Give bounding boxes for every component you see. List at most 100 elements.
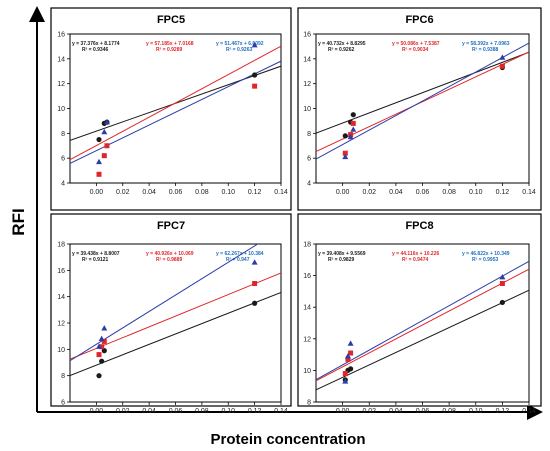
plot-area bbox=[69, 243, 282, 403]
chart-panel-fpc8: FPC8 0.00 0.02 0.04 0.06 0.08 0.10 0.12 0.14 8 10 1… bbox=[297, 213, 542, 415]
x-tick-label: 0.04 bbox=[389, 408, 403, 415]
data-point-square bbox=[252, 281, 258, 286]
y-tick-label: 6 bbox=[61, 400, 65, 407]
data-point-triangle bbox=[96, 158, 103, 165]
data-point-square bbox=[342, 371, 348, 377]
data-point-square bbox=[101, 338, 107, 344]
x-tick-label: 0.06 bbox=[416, 189, 430, 196]
x-tick-label: 0.14 bbox=[522, 408, 536, 415]
data-point-circle bbox=[342, 133, 348, 139]
chart-panel-fpc6: FPC6 0.00 0.02 0.04 0.06 0.08 0.10 0.12 0.14 4 6 8 1… bbox=[297, 7, 542, 211]
y-tick-label: 8 bbox=[307, 400, 311, 407]
data-point-triangle bbox=[347, 133, 354, 140]
y-tick-label: 8 bbox=[61, 373, 65, 380]
series-equation: y = 50.086x + 7.5387 bbox=[392, 41, 440, 47]
x-tick-label: 0.12 bbox=[496, 408, 510, 415]
series-equation: y = 44.116x + 10.226 bbox=[392, 251, 439, 257]
y-tick-label: 10 bbox=[57, 347, 65, 354]
x-tick-label: 0.00 bbox=[90, 408, 104, 415]
y-tick-label: 12 bbox=[303, 336, 311, 343]
series-r2: R² = 0.9121 bbox=[82, 257, 108, 263]
y-tick-label: 16 bbox=[303, 32, 311, 39]
y-tick-label: 16 bbox=[57, 32, 65, 39]
x-tick-label: 0.00 bbox=[90, 189, 104, 196]
plot-area bbox=[315, 33, 530, 184]
series-r2: R² = 0.9263 bbox=[226, 47, 252, 53]
trendline-blue bbox=[70, 244, 259, 362]
x-tick-label: 0.12 bbox=[248, 408, 262, 415]
series-equation: y = 37.376x + 8.1774 bbox=[72, 41, 120, 47]
data-point-square bbox=[499, 63, 505, 69]
data-point-square bbox=[96, 171, 102, 177]
x-tick-label: 0.14 bbox=[274, 189, 288, 196]
x-tick-label: 0.00 bbox=[336, 408, 350, 415]
y-tick-label: 14 bbox=[303, 56, 311, 63]
series-equation: y = 39.408x + 9.5569 bbox=[318, 251, 366, 257]
x-tick-label: 0.08 bbox=[442, 408, 456, 415]
series-r2: R² = 0.9346 bbox=[82, 47, 108, 53]
x-tick-label: 0.06 bbox=[169, 408, 183, 415]
data-point-square bbox=[99, 344, 105, 350]
y-tick-label: 8 bbox=[61, 131, 65, 138]
trendline-black bbox=[316, 51, 529, 134]
data-point-triangle bbox=[103, 118, 110, 125]
x-tick-label: 0.10 bbox=[469, 189, 483, 196]
data-point-triangle bbox=[101, 128, 108, 135]
panel-title: FPC5 bbox=[157, 14, 185, 26]
trendline-blue bbox=[316, 260, 529, 381]
y-tick-label: 4 bbox=[307, 181, 311, 188]
y-tick-label: 18 bbox=[57, 242, 65, 249]
data-point-triangle bbox=[347, 340, 354, 346]
data-point-square bbox=[348, 350, 354, 356]
x-tick-label: 0.02 bbox=[362, 408, 376, 415]
x-tick-label: 0.12 bbox=[248, 189, 262, 196]
data-point-circle bbox=[252, 72, 258, 78]
data-point-square bbox=[499, 281, 505, 286]
y-tick-label: 10 bbox=[303, 106, 311, 113]
data-point-triangle bbox=[499, 54, 506, 60]
y-tick-label: 18 bbox=[303, 242, 311, 249]
series-r2: R² = 0.9262 bbox=[328, 47, 354, 53]
panel-title: FPC7 bbox=[157, 220, 185, 232]
data-point-circle bbox=[96, 136, 102, 143]
x-tick-label: 0.02 bbox=[116, 189, 130, 196]
series-r2: R² = 0.9388 bbox=[472, 47, 498, 53]
x-tick-label: 0.02 bbox=[116, 408, 130, 415]
y-tick-label: 6 bbox=[307, 156, 311, 163]
trendline-red bbox=[316, 268, 529, 382]
y-tick-label: 6 bbox=[61, 156, 65, 163]
x-tick-label: 0.08 bbox=[442, 189, 456, 196]
x-tick-label: 0.14 bbox=[522, 189, 536, 196]
data-point-circle bbox=[348, 366, 354, 372]
y-tick-label: 16 bbox=[303, 273, 311, 280]
panel-title: FPC6 bbox=[405, 14, 433, 26]
data-point-square bbox=[101, 153, 107, 159]
y-tick-label: 12 bbox=[57, 81, 65, 88]
y-tick-label: 4 bbox=[61, 181, 65, 188]
series-equation: y = 51.467x + 6.6092 bbox=[216, 41, 264, 47]
data-point-circle bbox=[252, 300, 258, 306]
y-tick-label: 8 bbox=[307, 131, 311, 138]
x-tick-label: 0.10 bbox=[221, 408, 235, 415]
x-tick-label: 0.02 bbox=[362, 189, 376, 196]
plot-area bbox=[315, 243, 530, 403]
data-point-square bbox=[252, 83, 258, 89]
data-point-circle bbox=[350, 112, 356, 118]
x-tick-label: 0.08 bbox=[195, 408, 209, 415]
trendline-black bbox=[70, 291, 281, 376]
x-tick-label: 0.04 bbox=[142, 189, 156, 196]
data-point-triangle bbox=[342, 153, 349, 160]
x-tick-label: 0.06 bbox=[169, 189, 183, 196]
series-equation: y = 40.926x + 10.069 bbox=[146, 251, 194, 257]
figure-x-label: Protein concentration bbox=[210, 431, 365, 448]
y-tick-label: 14 bbox=[303, 305, 311, 312]
series-r2: R² = 0.9474 bbox=[402, 257, 428, 263]
series-r2: R² = 0.947 bbox=[226, 257, 250, 263]
x-tick-label: 0.08 bbox=[195, 189, 209, 196]
data-point-triangle bbox=[251, 41, 258, 48]
y-tick-label: 10 bbox=[303, 368, 311, 375]
x-tick-label: 0.10 bbox=[469, 408, 483, 415]
data-point-triangle bbox=[98, 335, 105, 341]
trendline-red bbox=[70, 272, 281, 360]
